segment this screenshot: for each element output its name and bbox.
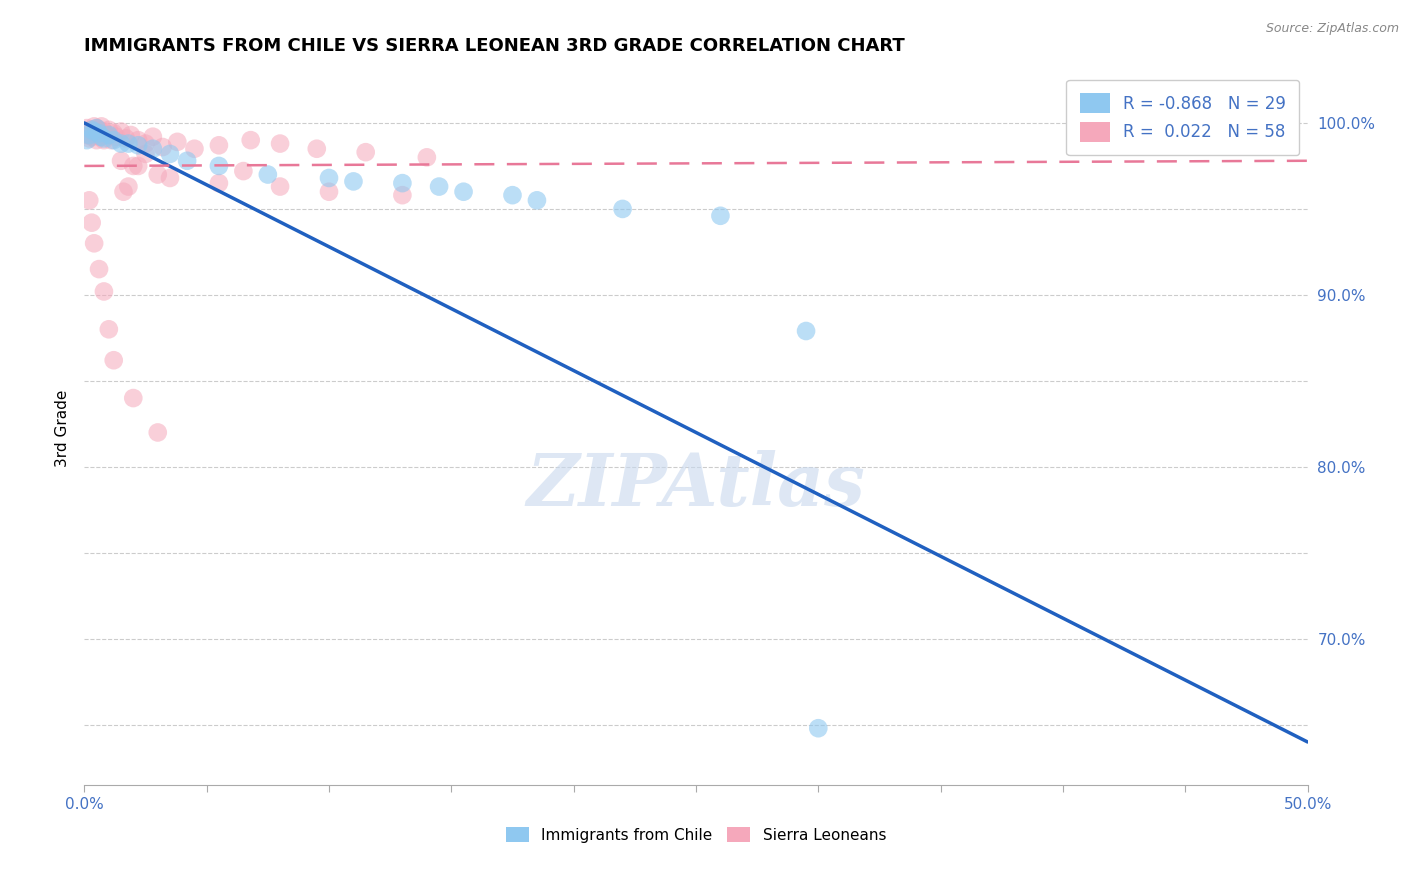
Point xyxy=(232,164,254,178)
Point xyxy=(208,176,231,190)
Point xyxy=(318,185,340,199)
Point xyxy=(239,133,262,147)
Point xyxy=(122,159,145,173)
Point xyxy=(115,131,138,145)
Point xyxy=(80,123,103,137)
Text: IMMIGRANTS FROM CHILE VS SIERRA LEONEAN 3RD GRADE CORRELATION CHART: IMMIGRANTS FROM CHILE VS SIERRA LEONEAN … xyxy=(84,37,905,54)
Point xyxy=(103,133,125,147)
Point xyxy=(135,147,157,161)
Point xyxy=(96,128,118,142)
Point xyxy=(502,188,524,202)
Point xyxy=(77,124,100,138)
Point xyxy=(80,129,103,144)
Point xyxy=(120,128,142,142)
Point xyxy=(77,128,100,142)
Point xyxy=(208,138,231,153)
Point xyxy=(526,194,548,208)
Point xyxy=(146,168,169,182)
Point xyxy=(80,123,103,137)
Point xyxy=(416,150,439,164)
Point xyxy=(87,262,110,277)
Point xyxy=(127,159,149,173)
Point xyxy=(76,133,98,147)
Point xyxy=(117,179,139,194)
Point xyxy=(391,176,413,190)
Text: ZIPAtlas: ZIPAtlas xyxy=(527,450,865,521)
Point xyxy=(122,391,145,405)
Point xyxy=(807,721,830,735)
Point xyxy=(83,126,105,140)
Point xyxy=(709,209,731,223)
Point xyxy=(103,126,125,140)
Point xyxy=(183,142,205,156)
Point xyxy=(305,142,328,156)
Point xyxy=(453,185,475,199)
Point xyxy=(86,133,108,147)
Legend: Immigrants from Chile, Sierra Leoneans: Immigrants from Chile, Sierra Leoneans xyxy=(499,821,893,848)
Point xyxy=(77,131,100,145)
Point xyxy=(135,136,157,151)
Point xyxy=(612,202,634,216)
Point xyxy=(76,128,98,142)
Point xyxy=(146,425,169,440)
Point xyxy=(354,145,377,160)
Point xyxy=(87,123,110,137)
Point xyxy=(794,324,817,338)
Point xyxy=(110,153,132,168)
Text: Source: ZipAtlas.com: Source: ZipAtlas.com xyxy=(1265,22,1399,36)
Point xyxy=(93,124,115,138)
Point xyxy=(127,138,149,153)
Point xyxy=(90,120,112,134)
Point xyxy=(208,159,231,173)
Point xyxy=(127,133,149,147)
Point xyxy=(342,174,364,188)
Point xyxy=(97,128,120,142)
Point xyxy=(142,129,165,144)
Point xyxy=(86,121,108,136)
Point xyxy=(105,129,128,144)
Point xyxy=(391,188,413,202)
Point xyxy=(87,126,110,140)
Point xyxy=(83,124,105,138)
Point xyxy=(90,129,112,144)
Point xyxy=(97,123,120,137)
Point xyxy=(269,179,291,194)
Point xyxy=(152,140,174,154)
Point xyxy=(112,185,135,199)
Point xyxy=(97,322,120,336)
Point xyxy=(93,131,115,145)
Point xyxy=(269,136,291,151)
Point xyxy=(86,121,108,136)
Point xyxy=(87,129,110,144)
Point xyxy=(142,142,165,156)
Point xyxy=(83,120,105,134)
Point xyxy=(83,236,105,251)
Point xyxy=(100,133,122,147)
Point xyxy=(176,153,198,168)
Point xyxy=(257,168,280,182)
Point xyxy=(90,128,112,142)
Point xyxy=(166,135,188,149)
Point xyxy=(93,285,115,299)
Point xyxy=(80,216,103,230)
Point xyxy=(159,147,181,161)
Point xyxy=(103,353,125,368)
Point xyxy=(110,136,132,151)
Y-axis label: 3rd Grade: 3rd Grade xyxy=(55,390,70,467)
Point xyxy=(117,136,139,151)
Point xyxy=(93,133,115,147)
Point xyxy=(110,124,132,138)
Point xyxy=(159,171,181,186)
Point xyxy=(318,171,340,186)
Point xyxy=(427,179,450,194)
Point xyxy=(77,194,100,208)
Point xyxy=(76,121,98,136)
